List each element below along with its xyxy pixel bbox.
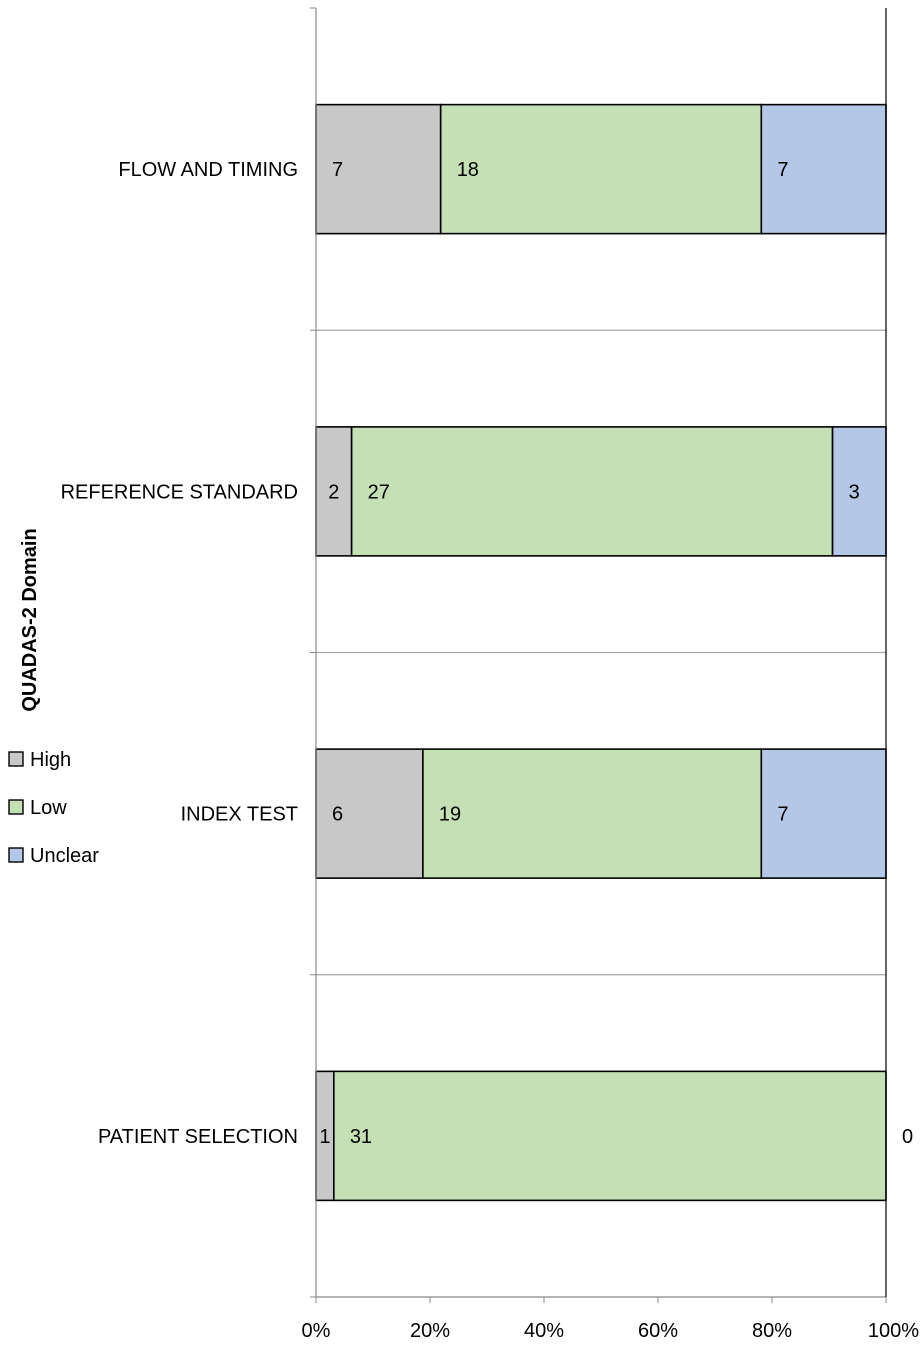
value-label-low-flow-and-timing: 18 — [457, 159, 479, 181]
bar-low-flow-and-timing — [439, 103, 763, 235]
category-label-flow-and-timing: FLOW AND TIMING — [118, 159, 298, 181]
value-label-unclear-flow-and-timing: 7 — [777, 159, 788, 181]
bar-low-patient-selection — [333, 1070, 887, 1202]
bar-unclear-index-test — [760, 748, 887, 879]
category-label-reference-standard: REFERENCE STANDARD — [61, 481, 298, 503]
value-label-high-reference-standard: 2 — [328, 481, 339, 503]
bar-high-flow-and-timing — [315, 103, 442, 235]
legend-label-unclear: Unclear — [30, 845, 99, 867]
bar-low-index-test — [422, 748, 763, 879]
bar-low-reference-standard — [350, 426, 834, 557]
x-tick-label: 80% — [752, 1320, 792, 1342]
bar-unclear-flow-and-timing — [760, 103, 887, 235]
y-axis-title: QUADAS-2 Domain — [19, 528, 41, 711]
x-tick-labels: 0% 20% 40% 60% 80% 100% — [302, 1320, 920, 1342]
bar-unclear-reference-standard — [831, 426, 887, 557]
value-label-unclear-index-test: 7 — [777, 804, 788, 826]
value-label-unclear-reference-standard: 3 — [849, 481, 860, 503]
value-label-high-index-test: 6 — [332, 804, 343, 826]
gridlines — [316, 329, 886, 976]
value-label-high-flow-and-timing: 7 — [332, 159, 343, 181]
legend: High Low Unclear — [8, 749, 99, 867]
x-tick-label: 60% — [638, 1320, 678, 1342]
value-label-unclear-patient-selection: 0 — [902, 1126, 913, 1148]
legend-label-high: High — [30, 749, 71, 771]
category-label-index-test: INDEX TEST — [181, 804, 298, 826]
x-tick-label: 40% — [524, 1320, 564, 1342]
bars — [315, 103, 887, 1202]
axes — [310, 7, 887, 1303]
legend-swatch-low — [8, 799, 24, 815]
legend-swatch-unclear — [8, 847, 24, 863]
value-label-low-patient-selection: 31 — [350, 1126, 372, 1148]
value-label-low-index-test: 19 — [439, 804, 461, 826]
value-label-high-patient-selection: 1 — [319, 1126, 330, 1148]
bar-high-reference-standard — [315, 426, 353, 557]
x-tick-label: 100% — [868, 1320, 919, 1342]
value-labels: 1 31 0 6 19 7 2 27 3 7 18 7 — [319, 159, 913, 1148]
category-label-patient-selection: PATIENT SELECTION — [98, 1126, 298, 1148]
value-label-low-reference-standard: 27 — [368, 481, 390, 503]
category-labels: PATIENT SELECTION INDEX TEST REFERENCE STA… — [61, 159, 298, 1148]
legend-swatch-high — [8, 751, 24, 767]
x-tick-label: 20% — [410, 1320, 450, 1342]
legend-label-low: Low — [30, 797, 67, 819]
x-tick-label: 0% — [302, 1320, 331, 1342]
